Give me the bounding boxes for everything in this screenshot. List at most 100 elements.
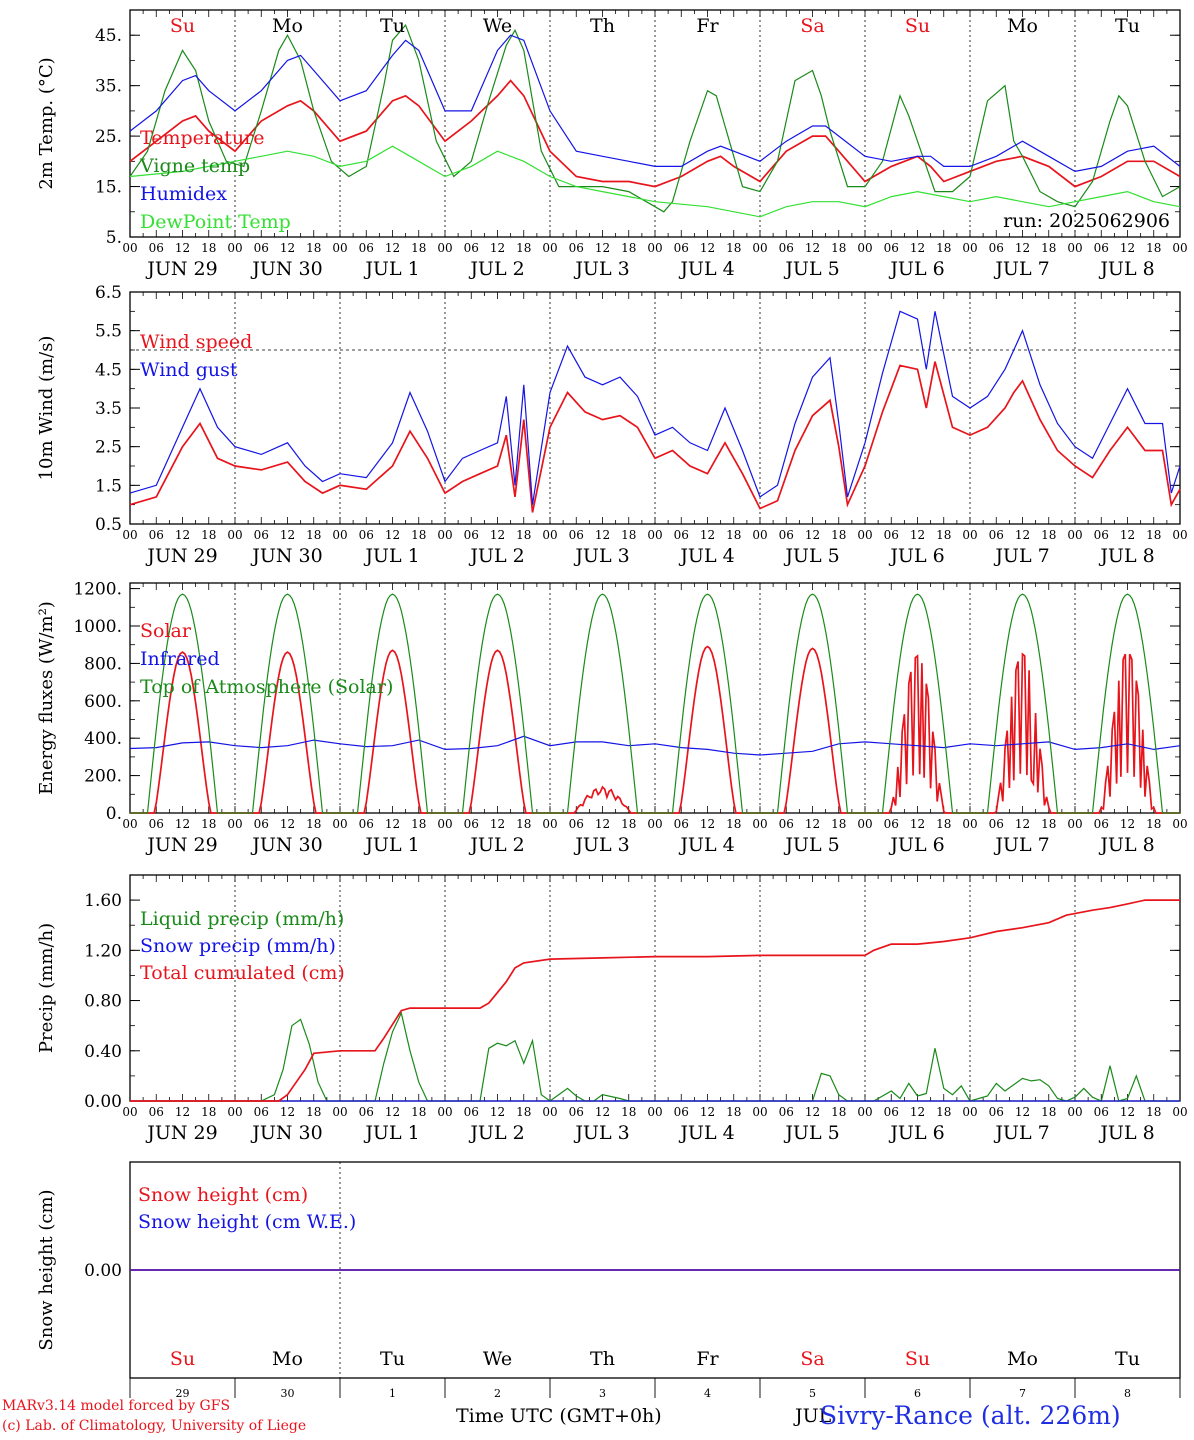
hour-tick-label: 06 (674, 241, 689, 255)
hour-tick-label: 12 (805, 1105, 820, 1119)
day-number-label: 8 (1124, 1387, 1131, 1400)
hour-tick-label: 18 (726, 1105, 741, 1119)
hour-tick-label: 06 (674, 528, 689, 542)
y-tick-label: 25. (95, 127, 122, 147)
series-line (130, 593, 1180, 814)
hour-tick-label: 00 (437, 528, 452, 542)
hour-tick-label: 00 (542, 817, 557, 831)
hour-tick-label: 00 (227, 528, 242, 542)
day-name-label: Tu (1115, 1348, 1140, 1370)
date-label: JUL 6 (888, 1122, 944, 1144)
hour-tick-label: 06 (1094, 1105, 1109, 1119)
hour-tick-label: 00 (962, 817, 977, 831)
hour-tick-label: 00 (437, 817, 452, 831)
hour-tick-label: 18 (831, 817, 846, 831)
day-name-label: Tu (380, 1348, 405, 1370)
series-line (130, 899, 1180, 1102)
date-label: JUL 5 (783, 545, 839, 567)
hour-tick-label: 18 (1041, 241, 1056, 255)
hour-tick-label: 06 (674, 1105, 689, 1119)
series-line (129, 23, 1181, 213)
hour-tick-label: 06 (359, 1105, 374, 1119)
hour-tick-label: 00 (227, 241, 242, 255)
hour-tick-label: 12 (910, 241, 925, 255)
hour-tick-label: 12 (175, 241, 190, 255)
y-tick-label: 0.80 (84, 992, 122, 1012)
hour-tick-label: 00 (647, 241, 662, 255)
series-line (129, 310, 1181, 505)
hour-tick-label: 00 (752, 1105, 767, 1119)
hour-tick-label: 18 (201, 241, 216, 255)
panel-3: 00 06 12 18 00 06 12 18 00 06 12 18 00 06 12 18 00 06 12 18… (36, 580, 1188, 856)
hour-tick-label: 00 (332, 528, 347, 542)
hour-tick-label: 18 (306, 241, 321, 255)
date-label: JUL 2 (468, 545, 524, 567)
y-tick-label: 400. (84, 729, 122, 749)
hour-tick-label: 06 (1094, 528, 1109, 542)
y-tick-label: 2.5 (95, 438, 122, 458)
hour-tick-label: 06 (464, 817, 479, 831)
hour-tick-label: 12 (490, 1105, 505, 1119)
date-label: JUL 2 (468, 258, 524, 280)
date-label: JUL 3 (573, 834, 629, 856)
date-label: JUL 4 (678, 258, 734, 280)
day-name-label: Sa (800, 15, 824, 37)
hour-tick-label: 00 (542, 241, 557, 255)
date-label: JUL 2 (468, 834, 524, 856)
series-line (129, 34, 1181, 173)
hour-tick-label: 00 (647, 528, 662, 542)
date-label: JUN 29 (145, 1122, 217, 1144)
date-label: JUL 1 (363, 545, 419, 567)
hour-tick-label: 18 (201, 817, 216, 831)
hour-tick-label: 06 (884, 241, 899, 255)
day-name-label: Th (590, 15, 615, 37)
legend-entry: Snow precip (mm/h) (140, 935, 336, 957)
hour-tick-label: 12 (595, 1105, 610, 1119)
day-name-label: Su (170, 1348, 195, 1370)
date-label: JUN 30 (250, 258, 322, 280)
y-tick-label: 600. (84, 692, 122, 712)
hour-tick-label: 06 (254, 817, 269, 831)
day-number-label: 7 (1019, 1387, 1026, 1400)
legend-entry: Infrared (140, 648, 220, 670)
y-tick-label: 1.5 (95, 476, 122, 496)
y-tick-label: 45. (95, 26, 122, 46)
hour-tick-label: 06 (989, 1105, 1004, 1119)
hour-tick-label: 06 (464, 1105, 479, 1119)
hour-tick-label: 06 (884, 1105, 899, 1119)
hour-tick-label: 06 (1094, 241, 1109, 255)
date-label: JUL 5 (783, 1122, 839, 1144)
hour-tick-label: 12 (1120, 817, 1135, 831)
day-number-label: 5 (809, 1387, 816, 1400)
day-name-label: Fr (696, 1348, 719, 1370)
date-label: JUL 1 (363, 1122, 419, 1144)
hour-tick-label: 00 (1067, 528, 1082, 542)
date-label: JUL 3 (573, 258, 629, 280)
day-name-label: Su (905, 1348, 930, 1370)
date-label: JUN 30 (250, 834, 322, 856)
day-name-label: Mo (272, 1348, 303, 1370)
hour-tick-label: 12 (910, 1105, 925, 1119)
hour-tick-label: 06 (254, 528, 269, 542)
date-label: JUL 4 (678, 1122, 734, 1144)
hour-tick-label: 12 (385, 817, 400, 831)
hour-tick-label: 00 (1067, 241, 1082, 255)
date-label: JUL 4 (678, 545, 734, 567)
legend-entry: Total cumulated (cm) (140, 962, 345, 984)
hour-tick-label: 18 (831, 528, 846, 542)
series-line (129, 145, 1181, 218)
legend-entry: Top of Atmosphere (Solar) (140, 676, 393, 698)
hour-tick-label: 18 (411, 1105, 426, 1119)
hour-tick-label: 12 (595, 528, 610, 542)
day-number-label: 29 (176, 1387, 190, 1400)
hour-tick-label: 00 (962, 241, 977, 255)
hour-tick-label: 18 (936, 528, 951, 542)
hour-tick-label: 18 (306, 817, 321, 831)
y-tick-label: 5.5 (95, 322, 122, 342)
hour-tick-label: 06 (149, 241, 164, 255)
hour-tick-label: 12 (175, 817, 190, 831)
hour-tick-label: 18 (1146, 241, 1161, 255)
hour-tick-label: 00 (542, 528, 557, 542)
hour-tick-label: 18 (726, 817, 741, 831)
hour-tick-label: 06 (884, 817, 899, 831)
